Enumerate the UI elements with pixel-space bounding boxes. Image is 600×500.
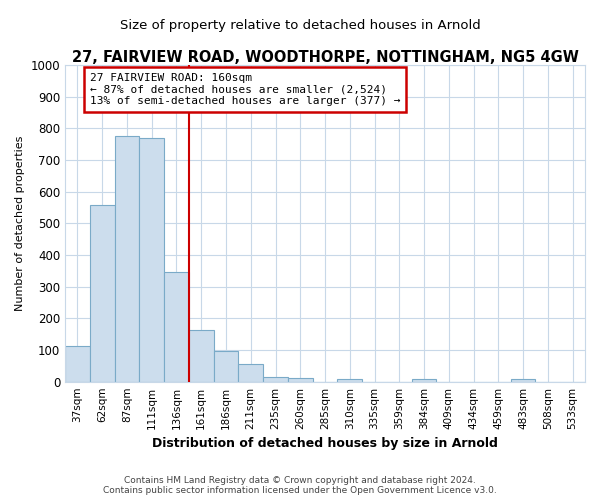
- Bar: [288, 378, 313, 382]
- Bar: [238, 364, 263, 382]
- Bar: [65, 346, 90, 382]
- Bar: [511, 379, 535, 382]
- Title: 27, FAIRVIEW ROAD, WOODTHORPE, NOTTINGHAM, NG5 4GW: 27, FAIRVIEW ROAD, WOODTHORPE, NOTTINGHA…: [71, 50, 578, 65]
- Bar: [90, 205, 115, 382]
- Bar: [214, 352, 238, 382]
- Bar: [412, 379, 436, 382]
- Text: 27 FAIRVIEW ROAD: 160sqm
← 87% of detached houses are smaller (2,524)
13% of sem: 27 FAIRVIEW ROAD: 160sqm ← 87% of detach…: [90, 73, 400, 106]
- Bar: [164, 272, 189, 382]
- Bar: [139, 138, 164, 382]
- Text: Size of property relative to detached houses in Arnold: Size of property relative to detached ho…: [119, 20, 481, 32]
- Y-axis label: Number of detached properties: Number of detached properties: [15, 136, 25, 311]
- Bar: [263, 377, 288, 382]
- X-axis label: Distribution of detached houses by size in Arnold: Distribution of detached houses by size …: [152, 437, 498, 450]
- Bar: [189, 330, 214, 382]
- Bar: [115, 136, 139, 382]
- Text: Contains HM Land Registry data © Crown copyright and database right 2024.
Contai: Contains HM Land Registry data © Crown c…: [103, 476, 497, 495]
- Bar: [337, 379, 362, 382]
